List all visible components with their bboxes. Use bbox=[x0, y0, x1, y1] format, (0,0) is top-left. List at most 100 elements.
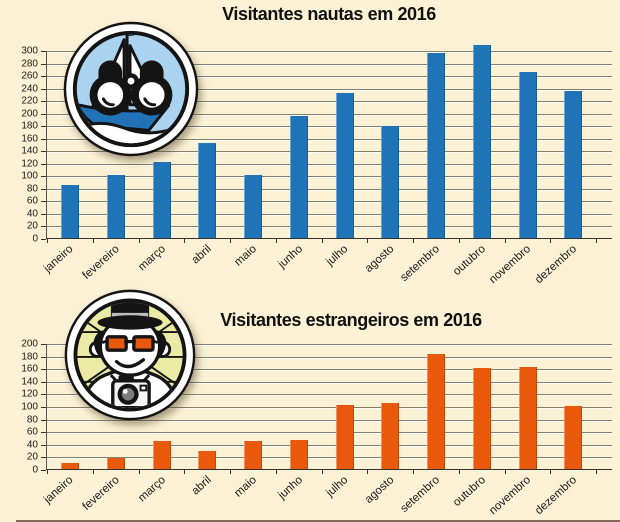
gridline bbox=[46, 126, 612, 128]
x-axis-tick bbox=[413, 239, 415, 243]
bar-novembro bbox=[518, 71, 537, 238]
x-axis-label-text: julho bbox=[324, 474, 351, 500]
x-axis-label-text: janeiro bbox=[42, 474, 77, 507]
bar-junho bbox=[289, 115, 308, 238]
chart-title-nautas: Visitantes nautas em 2016 bbox=[222, 4, 436, 24]
gridline bbox=[46, 113, 612, 115]
y-axis-label: 80 bbox=[26, 414, 38, 426]
x-axis-tick bbox=[596, 470, 598, 474]
x-axis-label-text: setembro bbox=[398, 474, 443, 515]
y-axis-tick bbox=[41, 163, 46, 165]
x-axis-label-text: dezembro bbox=[533, 474, 580, 518]
sailboat-binoculars-badge-icon bbox=[62, 20, 200, 158]
bar-fevereiro bbox=[106, 458, 125, 469]
x-axis-tick bbox=[367, 470, 369, 474]
y-axis-label: 280 bbox=[21, 58, 38, 70]
y-axis-tick bbox=[41, 419, 46, 421]
bar-março bbox=[152, 162, 171, 238]
x-axis-tick bbox=[230, 239, 232, 243]
x-axis-label-text: fevereiro bbox=[80, 474, 122, 513]
x-axis-label-text: março bbox=[135, 243, 168, 274]
gridline bbox=[46, 138, 612, 140]
bar-março bbox=[152, 440, 171, 469]
y-axis-tick bbox=[41, 470, 46, 471]
gridline bbox=[46, 88, 612, 90]
x-axis-tick bbox=[321, 470, 323, 474]
x-axis-label-text: setembro bbox=[398, 243, 443, 284]
y-axis-label: 240 bbox=[21, 83, 38, 95]
y-axis-tick bbox=[41, 381, 46, 383]
x-axis-label-text: agosto bbox=[362, 474, 397, 507]
x-axis-label-text: novembro bbox=[487, 243, 534, 287]
x-axis-label-text: dezembro bbox=[533, 243, 580, 287]
y-axis-label: 300 bbox=[21, 45, 38, 57]
y-axis-tick bbox=[41, 356, 46, 358]
x-axis-tick bbox=[138, 470, 140, 474]
y-axis-tick bbox=[41, 344, 46, 345]
x-axis-label-text: julho bbox=[324, 243, 351, 269]
bar-maio bbox=[244, 440, 262, 469]
y-axis-label: 20 bbox=[26, 220, 38, 232]
gridline bbox=[46, 356, 612, 358]
x-axis-tick bbox=[47, 239, 49, 243]
x-axis-tick bbox=[504, 239, 506, 243]
bar-fevereiro bbox=[106, 175, 125, 238]
x-axis-tick bbox=[504, 470, 506, 474]
bar-dezembro bbox=[564, 91, 583, 238]
bar-maio bbox=[244, 175, 262, 238]
bar-novembro bbox=[518, 366, 537, 469]
x-axis-tick bbox=[184, 470, 186, 474]
x-axis-tick bbox=[230, 470, 232, 474]
y-axis-tick bbox=[41, 394, 46, 396]
bar-agosto bbox=[381, 126, 400, 238]
x-axis-label-text: maio bbox=[232, 243, 260, 269]
y-axis-tick bbox=[41, 151, 46, 153]
gridline bbox=[46, 444, 612, 446]
bar-janeiro bbox=[61, 463, 79, 469]
bar-setembro bbox=[427, 354, 445, 469]
y-axis-label: 40 bbox=[26, 439, 38, 451]
x-axis-label-text: novembro bbox=[487, 474, 534, 518]
gridline bbox=[46, 394, 612, 396]
y-axis-tick bbox=[41, 76, 46, 78]
y-axis-tick bbox=[41, 51, 46, 52]
y-axis-label: 220 bbox=[21, 95, 38, 107]
y-axis-tick bbox=[41, 101, 46, 103]
gridline bbox=[46, 176, 612, 178]
x-axis-label-text: agosto bbox=[362, 243, 397, 276]
x-axis-tick bbox=[321, 239, 323, 243]
x-axis-line bbox=[46, 469, 612, 470]
x-axis-tick bbox=[275, 239, 277, 243]
x-axis-label-text: outubro bbox=[450, 243, 488, 279]
y-axis-line bbox=[46, 344, 47, 470]
y-axis-label: 60 bbox=[26, 426, 38, 438]
y-axis-tick bbox=[41, 63, 46, 65]
x-axis-line bbox=[46, 238, 612, 239]
y-axis-label: 160 bbox=[21, 363, 38, 375]
y-axis-label: 140 bbox=[21, 376, 38, 388]
y-axis-label: 100 bbox=[21, 170, 38, 182]
y-axis-tick bbox=[41, 369, 46, 371]
y-axis-label: 80 bbox=[26, 183, 38, 195]
y-axis-tick bbox=[41, 226, 46, 228]
x-axis-tick bbox=[550, 470, 552, 474]
x-axis-label-text: fevereiro bbox=[80, 243, 122, 282]
bar-julho bbox=[335, 93, 354, 238]
x-axis-label-text: outubro bbox=[450, 474, 488, 510]
gridline bbox=[46, 344, 612, 345]
bar-chart-estrangeiros: 0 20 40 60 80 100 120 140 160 180 200 janeiro fevere… bbox=[21, 339, 612, 517]
x-axis-tick bbox=[92, 239, 94, 243]
x-axis-label-text: janeiro bbox=[42, 243, 77, 276]
x-axis-tick bbox=[550, 239, 552, 243]
gridline bbox=[46, 369, 612, 371]
gridline bbox=[46, 76, 612, 78]
bar-dezembro bbox=[564, 406, 583, 469]
y-axis-tick bbox=[41, 213, 46, 215]
x-axis-tick bbox=[138, 239, 140, 243]
gridline bbox=[46, 407, 612, 408]
y-axis-tick bbox=[41, 239, 46, 240]
y-axis-label: 200 bbox=[21, 108, 38, 120]
x-axis-label-text: abril bbox=[189, 243, 214, 267]
y-axis-label: 180 bbox=[21, 120, 38, 132]
y-axis-label: 20 bbox=[26, 451, 38, 463]
